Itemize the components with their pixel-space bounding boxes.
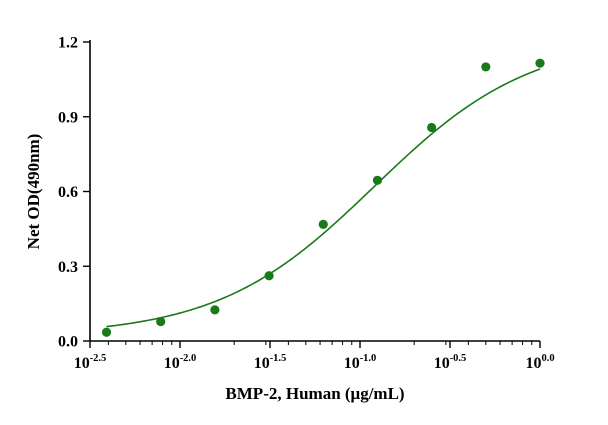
data-point (210, 305, 220, 315)
fit-curve (106, 68, 541, 328)
x-tick-label: 10-0.5 (434, 353, 467, 372)
data-point (535, 58, 545, 68)
x-tick-label: 10-1.0 (344, 353, 377, 372)
x-tick-label: 10-1.5 (254, 353, 287, 372)
x-tick-label: 10-2.0 (164, 353, 197, 372)
tick-marks (83, 41, 541, 348)
x-tick-label: 100.0 (525, 353, 554, 372)
axes (89, 40, 540, 342)
data-point (372, 175, 383, 185)
y-tick-label: 0.9 (58, 109, 78, 126)
data-point (427, 122, 437, 133)
x-tick-label: 10-2.5 (74, 353, 107, 372)
x-tick-labels: 10-2.5 10-2.0 10-1.5 10-1.0 10-0.5 100.0 (74, 353, 555, 372)
data-point (264, 271, 274, 281)
y-tick-label: 0.0 (58, 334, 78, 351)
y-tick-label: 0.6 (58, 184, 78, 201)
data-point (318, 219, 328, 229)
data-points (101, 58, 545, 337)
y-axis-title: Net OD(490nm) (24, 134, 43, 250)
data-point (101, 327, 112, 337)
data-point (156, 316, 166, 327)
x-axis-title: BMP-2, Human (μg/mL) (225, 384, 404, 403)
y-tick-label: 0.3 (58, 259, 78, 276)
y-tick-labels: 0.0 0.3 0.6 0.9 1.2 (58, 35, 78, 351)
data-point (481, 62, 491, 72)
y-tick-label: 1.2 (58, 35, 78, 52)
